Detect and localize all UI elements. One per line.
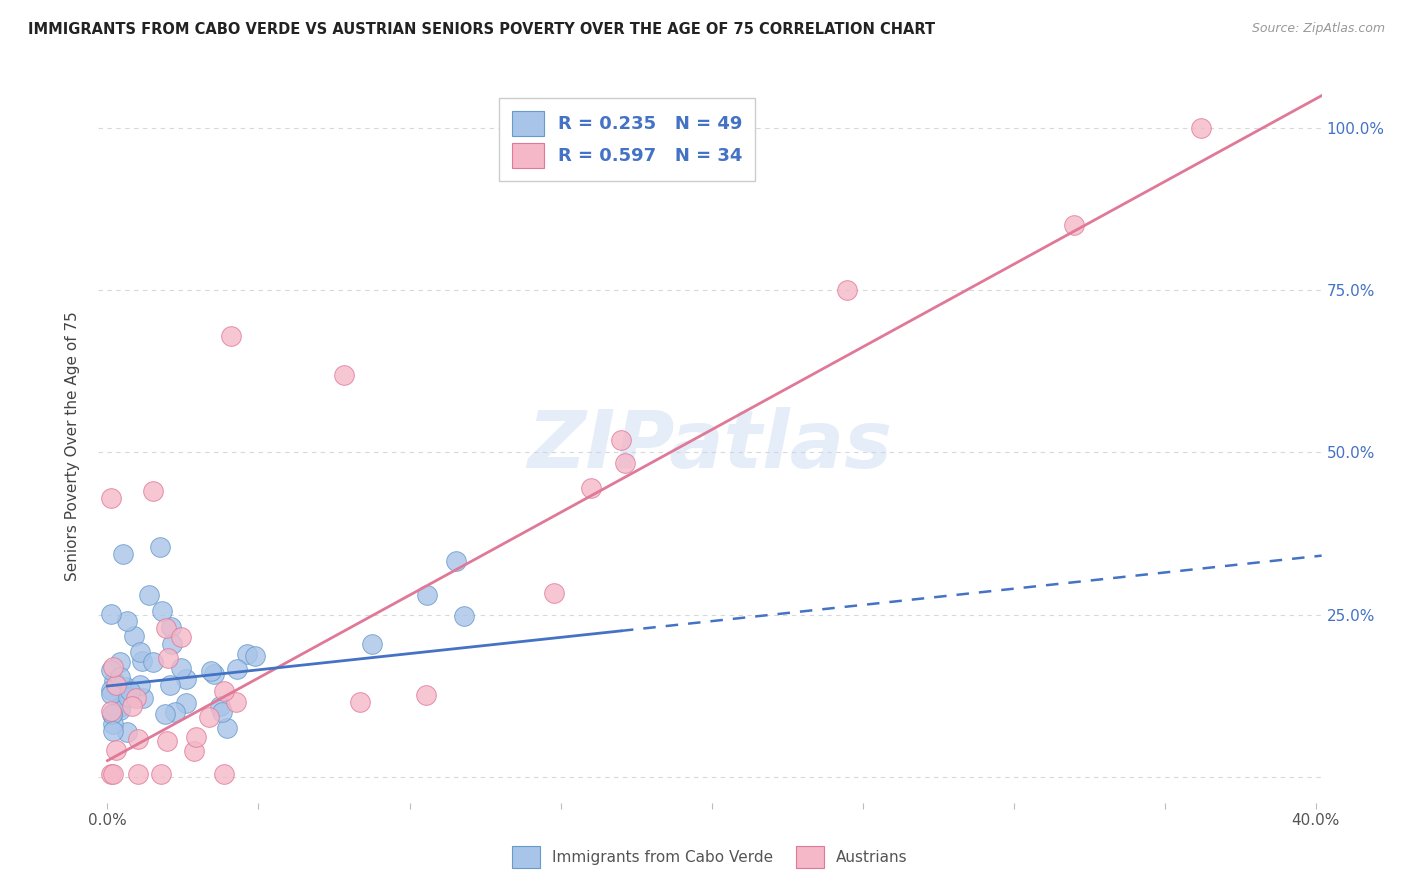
Point <box>1063 219 1085 233</box>
Point <box>243 648 266 663</box>
Point <box>200 665 222 679</box>
Point <box>235 648 257 662</box>
Point <box>100 687 122 701</box>
Point <box>415 588 437 602</box>
Point <box>212 766 235 780</box>
Point <box>361 636 384 650</box>
Text: IMMIGRANTS FROM CABO VERDE VS AUSTRIAN SENIORS POVERTY OVER THE AGE OF 75 CORREL: IMMIGRANTS FROM CABO VERDE VS AUSTRIAN S… <box>28 22 935 37</box>
Point <box>142 484 165 499</box>
Point <box>165 705 187 719</box>
Point <box>108 670 131 684</box>
Point <box>160 620 183 634</box>
Point <box>105 681 128 695</box>
Point <box>215 721 238 735</box>
Text: ZIPatlas: ZIPatlas <box>527 407 893 485</box>
Point <box>149 540 172 554</box>
Point <box>108 703 131 717</box>
Point <box>415 688 437 702</box>
Point <box>349 695 371 709</box>
Point <box>110 699 132 714</box>
Point <box>101 723 124 738</box>
Point <box>142 655 165 669</box>
Point <box>138 588 160 602</box>
Point <box>453 609 475 624</box>
Point <box>221 328 243 343</box>
Point <box>543 586 565 600</box>
Point <box>183 744 205 758</box>
Point <box>124 691 146 706</box>
Point <box>211 706 233 720</box>
Point <box>184 730 207 744</box>
Point <box>121 699 143 714</box>
Point <box>111 547 134 561</box>
Point <box>120 684 142 698</box>
Point <box>150 604 173 618</box>
Point <box>100 663 122 677</box>
Point <box>225 695 247 709</box>
Point <box>157 651 180 665</box>
Point <box>114 680 136 694</box>
Point <box>105 678 128 692</box>
Point <box>117 614 139 628</box>
Point <box>837 283 859 297</box>
Point <box>149 766 172 780</box>
Point <box>100 607 122 621</box>
Point <box>131 654 153 668</box>
Legend: Immigrants from Cabo Verde, Austrians: Immigrants from Cabo Verde, Austrians <box>503 838 917 877</box>
Point <box>100 706 122 721</box>
Point <box>446 554 468 568</box>
Point <box>104 743 127 757</box>
Point <box>101 716 124 731</box>
Point <box>225 662 247 676</box>
Point <box>115 725 138 739</box>
Point <box>108 655 131 669</box>
Point <box>159 678 181 692</box>
Point <box>579 482 602 496</box>
Point <box>214 683 236 698</box>
Point <box>333 368 356 382</box>
Point <box>174 696 197 710</box>
Point <box>160 637 183 651</box>
Point <box>100 705 122 719</box>
Point <box>101 706 124 721</box>
Point <box>117 690 139 704</box>
Y-axis label: Seniors Poverty Over the Age of 75: Seniors Poverty Over the Age of 75 <box>65 311 80 581</box>
Point <box>100 491 122 505</box>
Point <box>198 710 221 724</box>
Point <box>156 734 179 748</box>
Point <box>153 706 176 721</box>
Point <box>129 678 152 692</box>
Point <box>174 673 197 687</box>
Point <box>155 621 177 635</box>
Point <box>169 630 191 644</box>
Point <box>132 691 155 706</box>
Point <box>122 629 145 643</box>
Point <box>101 659 124 673</box>
Point <box>101 766 124 780</box>
Point <box>103 673 125 688</box>
Point <box>1189 121 1212 136</box>
Point <box>610 434 633 448</box>
Point <box>128 645 150 659</box>
Point <box>100 766 122 780</box>
Point <box>209 699 232 714</box>
Point <box>170 661 193 675</box>
Text: Source: ZipAtlas.com: Source: ZipAtlas.com <box>1251 22 1385 36</box>
Point <box>100 682 122 697</box>
Point <box>127 766 149 780</box>
Point <box>202 666 225 681</box>
Point <box>127 732 149 747</box>
Point <box>613 456 636 470</box>
